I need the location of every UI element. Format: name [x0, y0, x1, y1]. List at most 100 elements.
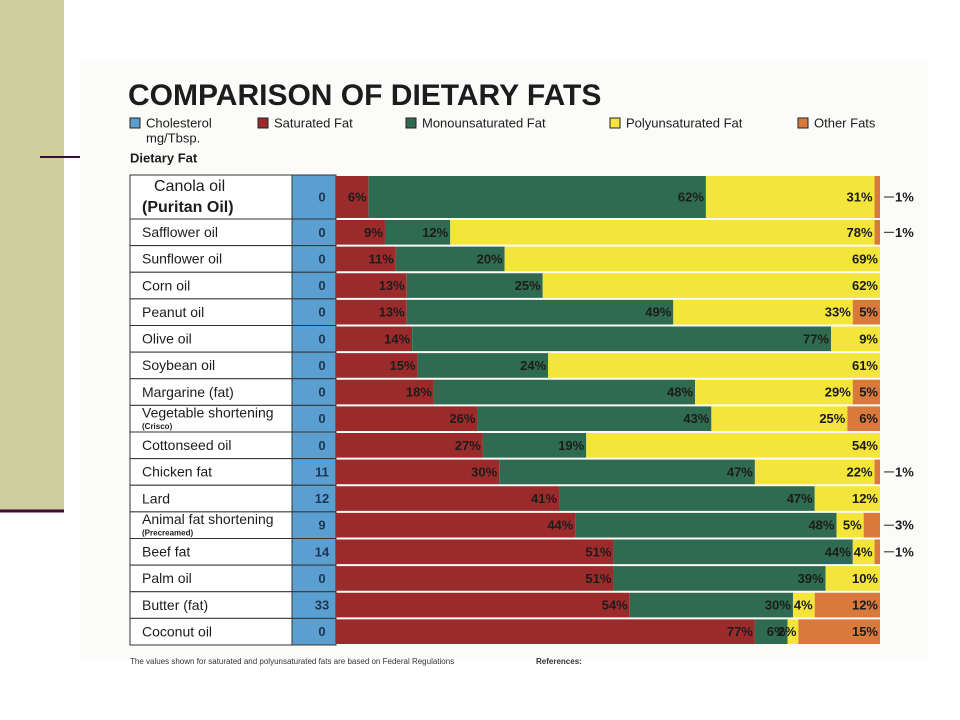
- bar-segment: [695, 379, 853, 405]
- value-label: 6%: [859, 411, 878, 426]
- value-label: 5%: [859, 305, 878, 320]
- row-label: Chicken fat: [142, 464, 212, 480]
- row-cell: [129, 245, 293, 273]
- value-label: 12%: [852, 491, 878, 506]
- row-note: (Puritan Oil): [142, 199, 234, 216]
- legend-swatch: [129, 117, 141, 129]
- row-note: (Precreamed): [142, 528, 193, 537]
- cholesterol-value: 0: [318, 189, 325, 204]
- cholesterol-cell: [291, 325, 337, 353]
- value-label: 29%: [825, 385, 851, 400]
- bar-segment: [336, 486, 560, 511]
- bar-segment: [336, 619, 755, 644]
- cholesterol-cell: [291, 538, 337, 566]
- bar-segment: [450, 220, 875, 245]
- cholesterol-value: 0: [318, 225, 325, 240]
- bar-segment: [336, 459, 500, 485]
- value-label: 13%: [379, 278, 405, 293]
- value-label: 77%: [803, 331, 829, 346]
- cholesterol-cell: [291, 218, 337, 247]
- cholesterol-value: 0: [318, 305, 325, 320]
- bar-segment: [336, 246, 396, 272]
- cholesterol-cell: [291, 271, 337, 300]
- value-label: 1%: [895, 464, 914, 479]
- value-label: 41%: [531, 491, 557, 506]
- row-label: Cottonseed oil: [142, 437, 232, 453]
- cholesterol-cell: [291, 351, 337, 380]
- value-label: 39%: [798, 571, 824, 586]
- bar-segment: [336, 406, 478, 431]
- row-cell: [129, 431, 293, 460]
- value-label: 44%: [547, 518, 573, 533]
- bar-segment: [754, 459, 875, 485]
- value-label: 54%: [852, 438, 878, 453]
- cholesterol-value: 0: [318, 278, 325, 293]
- bar-segment: [412, 326, 832, 352]
- value-label: 3%: [895, 518, 914, 533]
- value-label: 33%: [825, 305, 851, 320]
- cholesterol-cell: [291, 404, 337, 433]
- bar-segment: [613, 539, 853, 565]
- row-cell: [129, 484, 293, 513]
- bar-segment: [336, 566, 614, 591]
- side-bar: [0, 0, 64, 510]
- bar-segment: [852, 379, 880, 405]
- value-label: 1%: [895, 225, 914, 240]
- bar-segment: [814, 592, 880, 618]
- cholesterol-value: 0: [318, 624, 325, 639]
- cholesterol-cell: [291, 564, 337, 593]
- references: References:: [536, 657, 582, 666]
- bar-segment: [847, 406, 880, 431]
- bar-segment: [336, 273, 407, 298]
- row-label: Coconut oil: [142, 623, 212, 639]
- row-cell: [129, 378, 293, 406]
- bar-segment: [417, 353, 549, 378]
- bar-segment: [874, 459, 880, 485]
- bar-segment: [336, 326, 413, 352]
- value-label: 47%: [787, 491, 813, 506]
- value-label: 11%: [369, 251, 395, 266]
- bar-segment: [792, 592, 815, 618]
- value-label: 61%: [852, 358, 878, 373]
- row-label: Beef fat: [142, 544, 190, 560]
- bar-segment: [863, 512, 880, 538]
- bar-segment: [542, 273, 880, 298]
- bar-segment: [336, 379, 434, 405]
- bar-segment: [336, 220, 385, 245]
- row-cell: [129, 404, 293, 433]
- bar-segment: [559, 486, 815, 511]
- legend-swatch: [257, 117, 269, 129]
- cholesterol-value: 0: [318, 411, 325, 426]
- bar-segment: [586, 433, 880, 458]
- cholesterol-value: 0: [318, 438, 325, 453]
- bar-segment: [613, 566, 826, 591]
- row-label: Vegetable shortening: [142, 404, 274, 420]
- value-label: 51%: [585, 571, 611, 586]
- value-label: 30%: [765, 598, 791, 613]
- value-label: 25%: [515, 278, 541, 293]
- legend: Cholesterol Saturated Fat Monounsaturated …: [129, 115, 876, 145]
- bar-segment: [482, 433, 587, 458]
- value-label: 15%: [390, 358, 416, 373]
- bar-segment: [673, 299, 853, 325]
- legend-unit: mg/Tbsp.: [146, 130, 200, 145]
- cholesterol-value: 0: [318, 331, 325, 346]
- row-label: Corn oil: [142, 277, 190, 293]
- value-label: 6%: [767, 624, 786, 639]
- value-label: 49%: [645, 305, 671, 320]
- bar-segment: [852, 539, 875, 565]
- value-label: 12%: [422, 225, 448, 240]
- cholesterol-value: 33: [315, 598, 329, 613]
- row-cell: [129, 538, 293, 566]
- row-label: Safflower oil: [142, 224, 218, 240]
- bar-segment: [831, 326, 880, 352]
- bar-segment: [336, 299, 407, 325]
- legend-swatch: [609, 117, 621, 129]
- value-label: 25%: [819, 411, 845, 426]
- value-label: 51%: [585, 544, 611, 559]
- bar-segment: [477, 406, 712, 431]
- bar-segment: [836, 512, 864, 538]
- row-cell: [129, 174, 293, 220]
- row-header: Dietary Fat: [130, 150, 198, 165]
